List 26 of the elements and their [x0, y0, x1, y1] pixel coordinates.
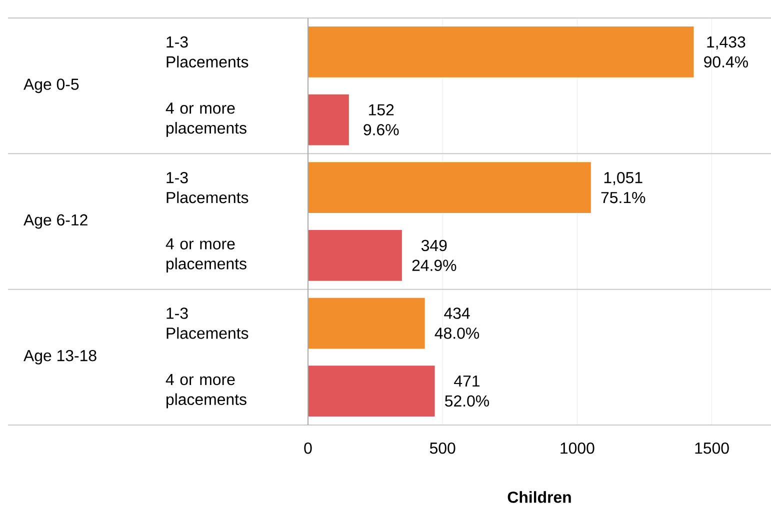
x-tick-label: 1000 — [560, 442, 594, 454]
data-label: 471 52.0% — [445, 376, 490, 407]
y-tick-label: 4 or more placements — [166, 374, 246, 408]
y-tick-label: 4 or more placements — [166, 102, 246, 137]
bar — [308, 26, 694, 78]
text: Age 0-5 — [24, 78, 79, 94]
text: Age 6-12 — [24, 214, 88, 229]
bar — [308, 366, 435, 417]
y-tick-label: 1-3 Placements — [166, 36, 248, 68]
y-tick-label: 4 or more placements — [166, 238, 246, 273]
x-tick-label: 500 — [430, 442, 456, 454]
bar — [308, 162, 591, 214]
data-label: 434 48.0% — [434, 308, 480, 339]
y-tick-label: 1-3 Placements — [166, 308, 248, 339]
text: Age 13-18 — [24, 350, 96, 364]
bar — [308, 298, 425, 349]
bar — [308, 94, 349, 146]
x-axis-title: Children — [508, 491, 571, 503]
data-label: 349 24.9% — [412, 240, 456, 272]
x-tick-label: 0 — [304, 442, 312, 454]
y-tick-label: 1-3 Placements — [166, 172, 248, 204]
data-label: 1,051 75.1% — [601, 172, 646, 204]
data-label: 152 9.6% — [364, 104, 399, 136]
data-label: 1,433 90.4% — [704, 36, 748, 68]
x-tick-label: 1500 — [695, 442, 729, 454]
bar — [308, 230, 402, 281]
